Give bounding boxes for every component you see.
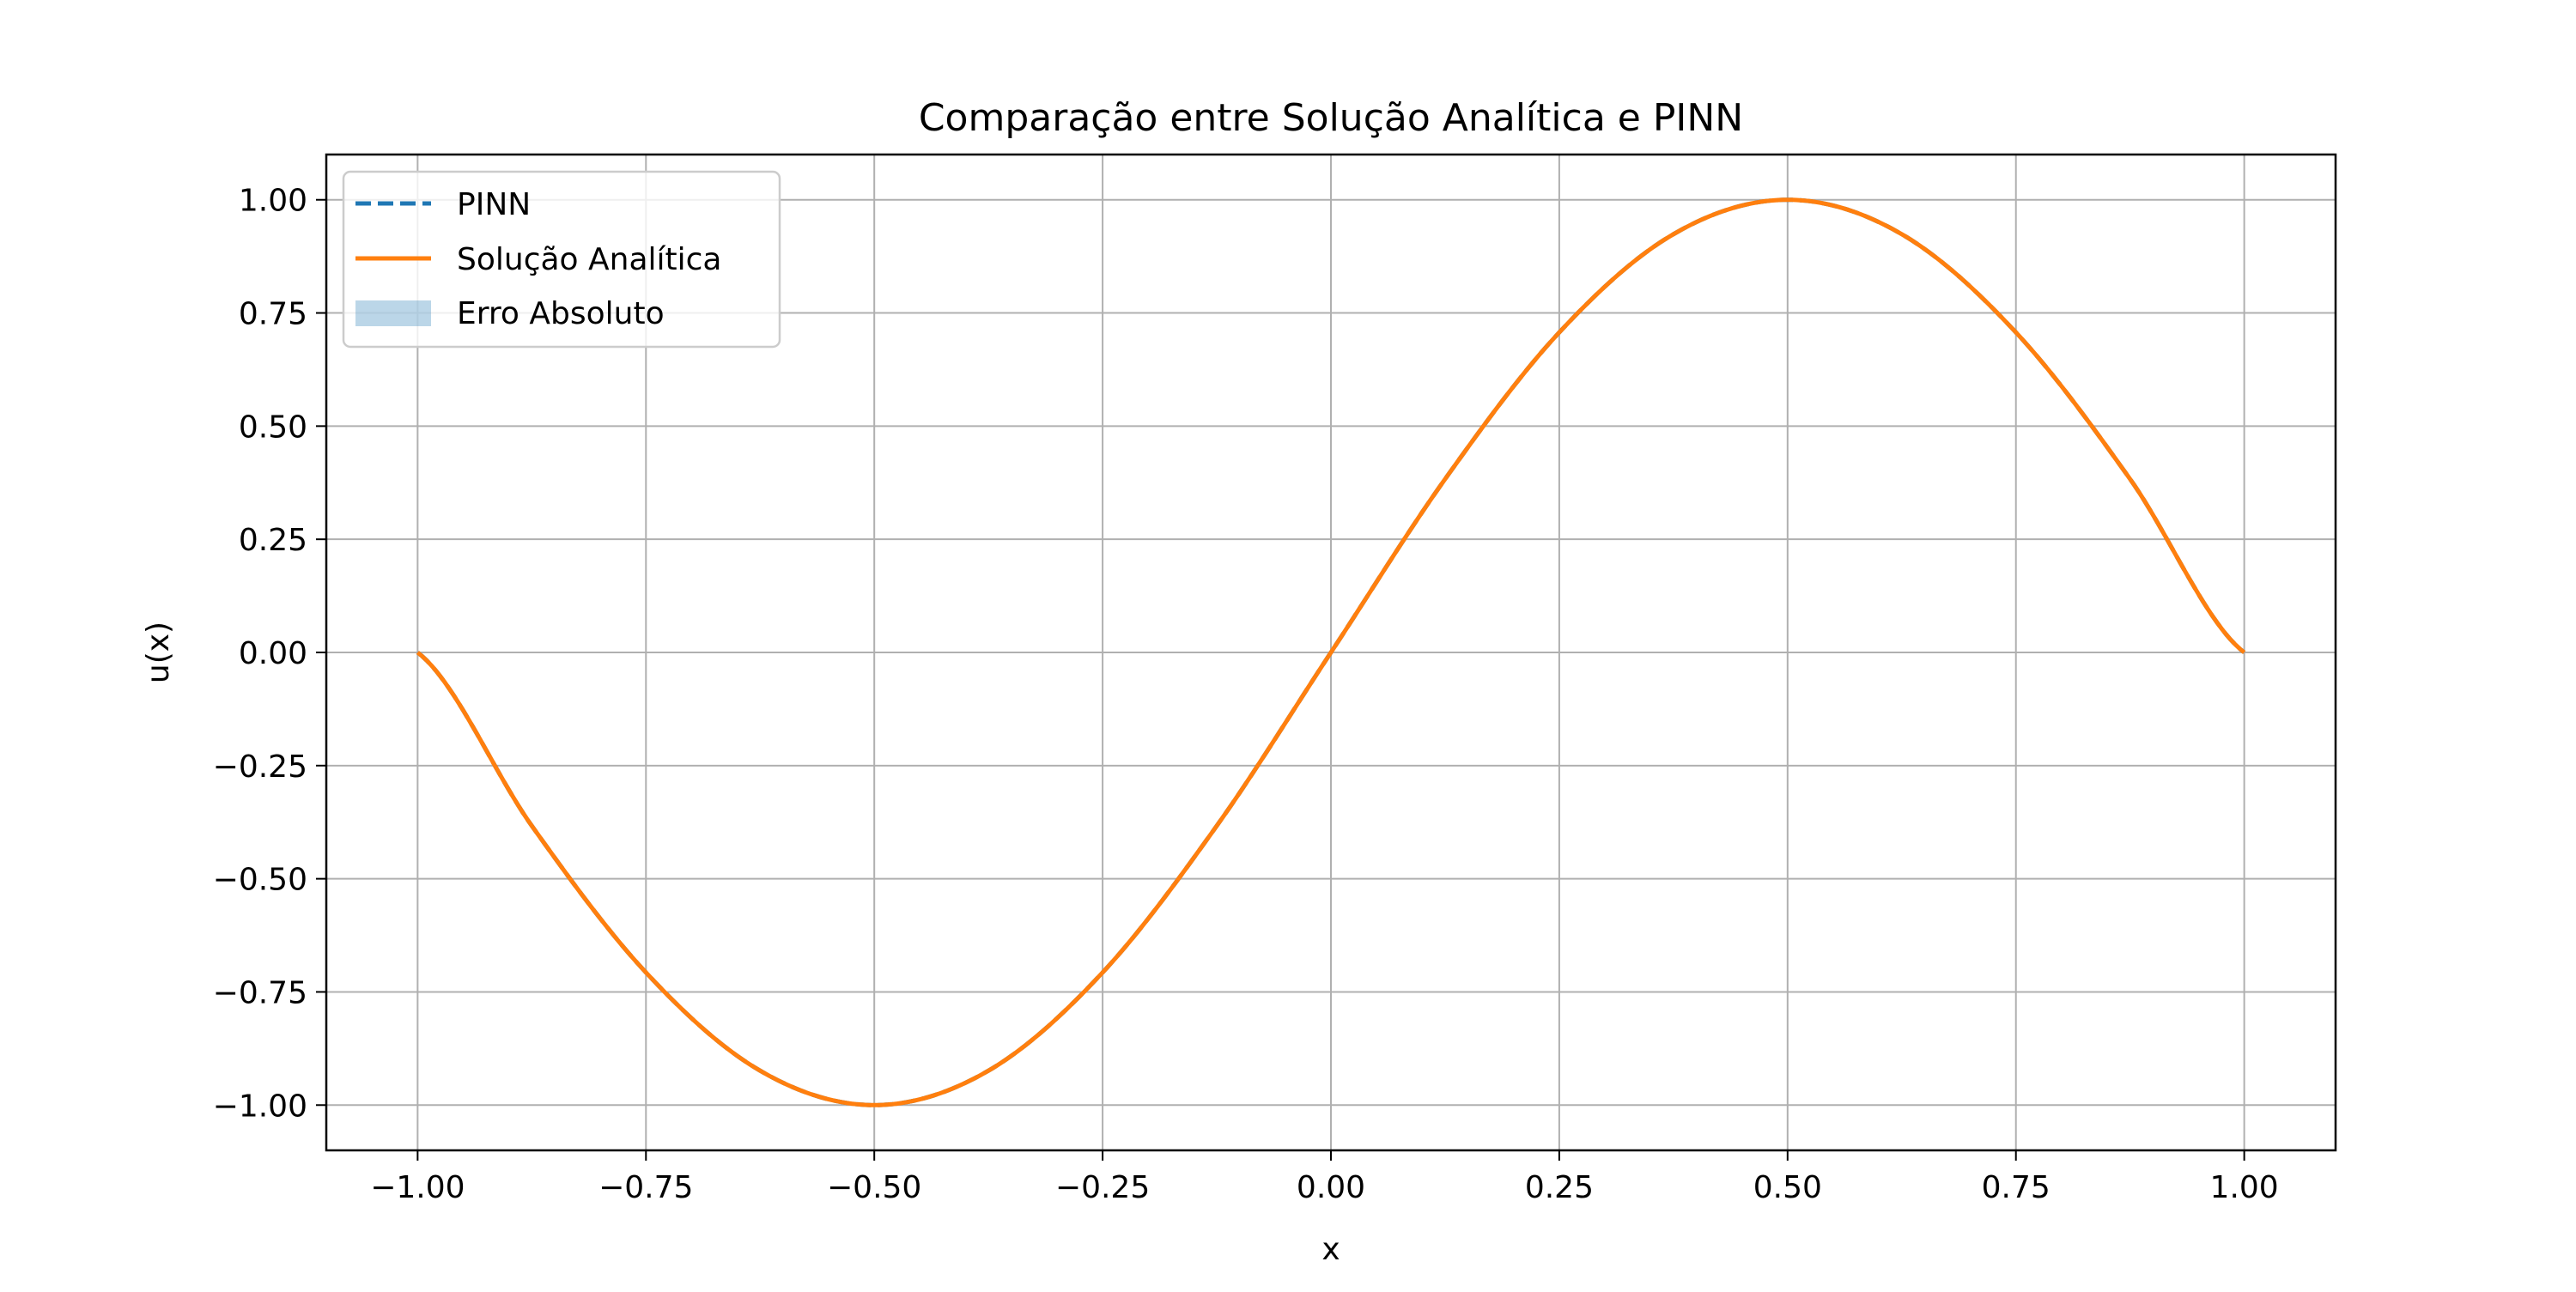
x-tick-label: 1.00	[2210, 1170, 2279, 1205]
legend-label-erro: Erro Absoluto	[457, 296, 665, 331]
plot-series	[416, 197, 2246, 1107]
legend-label-pinn: PINN	[457, 187, 531, 222]
legend-swatch-erro	[355, 300, 431, 326]
x-tick-label: 0.50	[1753, 1170, 1822, 1205]
x-tick-label: −0.50	[827, 1170, 921, 1205]
x-tick-label: 0.00	[1297, 1170, 1365, 1205]
y-tick-label: 1.00	[239, 184, 307, 219]
x-tick-label: −0.75	[598, 1170, 693, 1205]
y-tick-label: 0.00	[239, 636, 307, 671]
y-tick-label: −0.50	[213, 863, 307, 898]
x-tick-label: 0.25	[1525, 1170, 1594, 1205]
y-tick-label: −1.00	[213, 1089, 307, 1124]
y-axis-label: u(x)	[141, 622, 176, 683]
y-tick-label: 0.25	[239, 523, 307, 558]
series-solucao-analitica-line	[416, 197, 2246, 1107]
legend-box	[342, 170, 781, 349]
x-axis-label: x	[1321, 1232, 1340, 1267]
chart-title: Comparação entre Solução Analítica e PIN…	[919, 96, 1743, 140]
y-tick-label: 0.50	[239, 409, 307, 445]
legend: PINN Solução Analítica Erro Absoluto	[342, 170, 781, 349]
x-tick-label: −0.25	[1055, 1170, 1150, 1205]
legend-label-analitica: Solução Analítica	[457, 242, 722, 277]
x-tick-label: 0.75	[1982, 1170, 2050, 1205]
y-tick-label: −0.25	[213, 749, 307, 785]
x-tick-label: −1.00	[370, 1170, 465, 1205]
y-tick-label: 0.75	[239, 297, 307, 332]
y-tick-label: −0.75	[213, 975, 307, 1010]
axis-ticks: −1.00 −0.75 −0.50 −0.25 0.00 0.25 0.50 0.75 1.00…	[213, 184, 2279, 1205]
